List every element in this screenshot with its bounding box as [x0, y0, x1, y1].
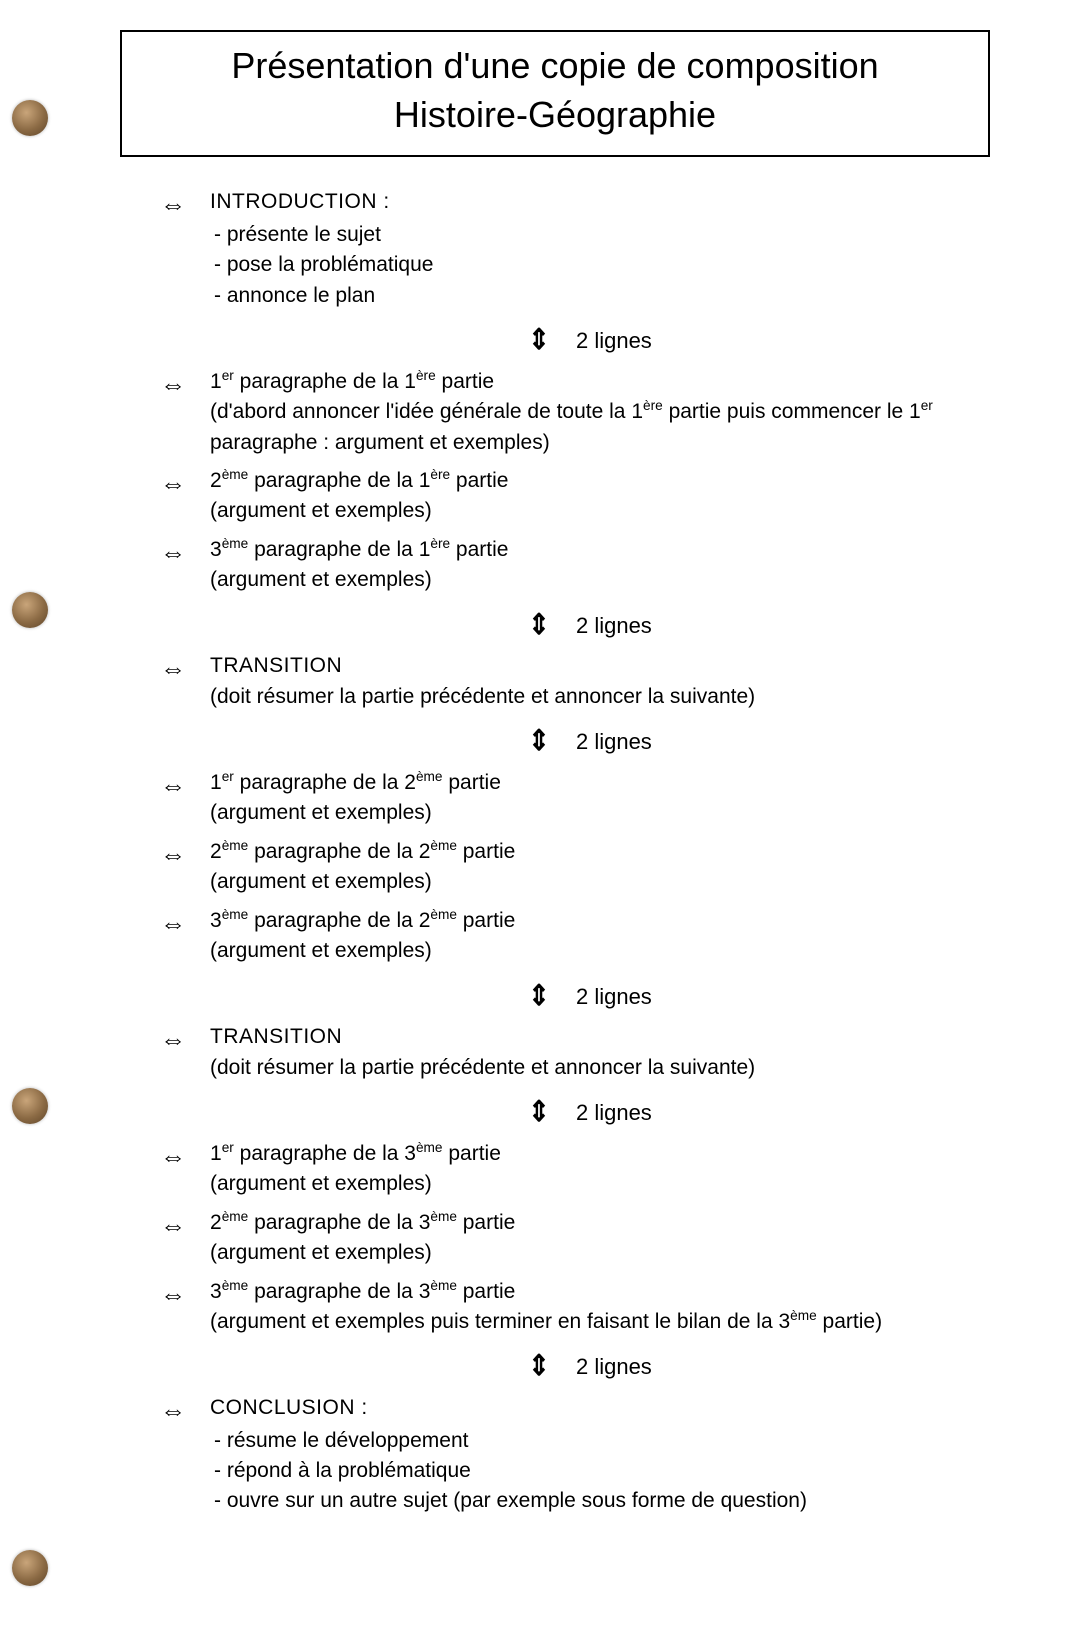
p2-para1-note: (argument et exemples) [210, 798, 1020, 828]
v-arrow-icon: ⇕ [528, 975, 550, 1016]
punch-hole-icon [12, 592, 48, 628]
transition-heading: TRANSITION [210, 1022, 1020, 1052]
p1-para1-title: 1er paragraphe de la 1ère partie [210, 367, 1020, 397]
section-body: TRANSITION (doit résumer la partie précé… [210, 1022, 1020, 1083]
title-line-2: Histoire-Géographie [134, 91, 976, 140]
punch-hole-icon [12, 100, 48, 136]
h-arrow-icon: ⇔ [160, 367, 210, 400]
p1-para2-note: (argument et exemples) [210, 496, 1020, 526]
p3-para3-note: (argument et exemples puis terminer en f… [210, 1307, 1020, 1337]
p3-para1-title: 1er paragraphe de la 3ème partie [210, 1139, 1020, 1169]
p1-para1: ⇔ 1er paragraphe de la 1ère partie (d'ab… [160, 367, 1020, 458]
section-body: CONCLUSION : résume le développement rép… [210, 1393, 1020, 1517]
p3-para2: ⇔ 2ème paragraphe de la 3ème partie (arg… [160, 1208, 1020, 1269]
h-arrow-icon: ⇔ [160, 1393, 210, 1426]
p1-para3-title: 3ème paragraphe de la 1ère partie [210, 535, 1020, 565]
spacer-row: ⇕ 2 lignes [160, 722, 1020, 760]
section-body: INTRODUCTION : présente le sujet pose la… [210, 187, 1020, 311]
p2-para3-note: (argument et exemples) [210, 936, 1020, 966]
intro-heading: INTRODUCTION : [210, 187, 1020, 217]
intro-bullets: présente le sujet pose la problématique … [210, 220, 1020, 311]
spacer-text: 2 lignes [576, 1100, 652, 1125]
section-body: 1er paragraphe de la 3ème partie (argume… [210, 1139, 1020, 1200]
intro-bullet: présente le sujet [210, 220, 1020, 250]
section-body: 2ème paragraphe de la 2ème partie (argum… [210, 837, 1020, 898]
v-arrow-icon: ⇕ [528, 319, 550, 360]
v-arrow-icon: ⇕ [528, 1091, 550, 1132]
h-arrow-icon: ⇔ [160, 466, 210, 499]
spacer-text: 2 lignes [576, 984, 652, 1009]
h-arrow-icon: ⇔ [160, 1277, 210, 1310]
conclusion-bullet: résume le développement [210, 1426, 1020, 1456]
h-arrow-icon: ⇔ [160, 768, 210, 801]
p1-para2: ⇔ 2ème paragraphe de la 1ère partie (arg… [160, 466, 1020, 527]
transition-note: (doit résumer la partie précédente et an… [210, 682, 1020, 712]
h-arrow-icon: ⇔ [160, 187, 210, 220]
p1-para1-note: (d'abord annoncer l'idée générale de tou… [210, 397, 1020, 458]
conclusion-bullets: résume le développement répond à la prob… [210, 1426, 1020, 1517]
section-transition-1: ⇔ TRANSITION (doit résumer la partie pré… [160, 651, 1020, 712]
intro-bullet: pose la problématique [210, 250, 1020, 280]
content: ⇔ INTRODUCTION : présente le sujet pose … [90, 187, 1020, 1517]
section-body: 3ème paragraphe de la 3ème partie (argum… [210, 1277, 1020, 1338]
spacer-row: ⇕ 2 lignes [160, 606, 1020, 644]
p1-para3-note: (argument et exemples) [210, 565, 1020, 595]
h-arrow-icon: ⇔ [160, 1022, 210, 1055]
section-body: 1er paragraphe de la 2ème partie (argume… [210, 768, 1020, 829]
title-box: Présentation d'une copie de composition … [120, 30, 990, 157]
spacer-text: 2 lignes [576, 729, 652, 754]
p1-para2-title: 2ème paragraphe de la 1ère partie [210, 466, 1020, 496]
page: Présentation d'une copie de composition … [0, 0, 1080, 1637]
conclusion-bullet: ouvre sur un autre sujet (par exemple so… [210, 1486, 1020, 1516]
h-arrow-icon: ⇔ [160, 837, 210, 870]
intro-bullet: annonce le plan [210, 281, 1020, 311]
section-introduction: ⇔ INTRODUCTION : présente le sujet pose … [160, 187, 1020, 311]
p3-para1-note: (argument et exemples) [210, 1169, 1020, 1199]
p2-para3-title: 3ème paragraphe de la 2ème partie [210, 906, 1020, 936]
v-arrow-icon: ⇕ [528, 1346, 550, 1387]
p2-para2-title: 2ème paragraphe de la 2ème partie [210, 837, 1020, 867]
section-body: 3ème paragraphe de la 1ère partie (argum… [210, 535, 1020, 596]
spacer-row: ⇕ 2 lignes [160, 1093, 1020, 1131]
section-body: TRANSITION (doit résumer la partie précé… [210, 651, 1020, 712]
p1-para3: ⇔ 3ème paragraphe de la 1ère partie (arg… [160, 535, 1020, 596]
v-arrow-icon: ⇕ [528, 604, 550, 645]
section-body: 2ème paragraphe de la 1ère partie (argum… [210, 466, 1020, 527]
p2-para3: ⇔ 3ème paragraphe de la 2ème partie (arg… [160, 906, 1020, 967]
h-arrow-icon: ⇔ [160, 535, 210, 568]
p3-para2-title: 2ème paragraphe de la 3ème partie [210, 1208, 1020, 1238]
punch-hole-icon [12, 1088, 48, 1124]
p2-para1-title: 1er paragraphe de la 2ème partie [210, 768, 1020, 798]
p2-para1: ⇔ 1er paragraphe de la 2ème partie (argu… [160, 768, 1020, 829]
p3-para3: ⇔ 3ème paragraphe de la 3ème partie (arg… [160, 1277, 1020, 1338]
spacer-row: ⇕ 2 lignes [160, 321, 1020, 359]
v-arrow-icon: ⇕ [528, 720, 550, 761]
spacer-text: 2 lignes [576, 328, 652, 353]
section-body: 1er paragraphe de la 1ère partie (d'abor… [210, 367, 1020, 458]
spacer-text: 2 lignes [576, 1354, 652, 1379]
punch-hole-icon [12, 1550, 48, 1586]
h-arrow-icon: ⇔ [160, 906, 210, 939]
p3-para3-title: 3ème paragraphe de la 3ème partie [210, 1277, 1020, 1307]
conclusion-bullet: répond à la problématique [210, 1456, 1020, 1486]
conclusion-heading: CONCLUSION : [210, 1393, 1020, 1423]
spacer-row: ⇕ 2 lignes [160, 977, 1020, 1015]
spacer-row: ⇕ 2 lignes [160, 1347, 1020, 1385]
p3-para2-note: (argument et exemples) [210, 1238, 1020, 1268]
section-conclusion: ⇔ CONCLUSION : résume le développement r… [160, 1393, 1020, 1517]
title-line-1: Présentation d'une copie de composition [134, 42, 976, 91]
section-transition-2: ⇔ TRANSITION (doit résumer la partie pré… [160, 1022, 1020, 1083]
transition-note: (doit résumer la partie précédente et an… [210, 1053, 1020, 1083]
spacer-text: 2 lignes [576, 613, 652, 638]
section-body: 3ème paragraphe de la 2ème partie (argum… [210, 906, 1020, 967]
transition-heading: TRANSITION [210, 651, 1020, 681]
p2-para2: ⇔ 2ème paragraphe de la 2ème partie (arg… [160, 837, 1020, 898]
h-arrow-icon: ⇔ [160, 1208, 210, 1241]
p2-para2-note: (argument et exemples) [210, 867, 1020, 897]
p3-para1: ⇔ 1er paragraphe de la 3ème partie (argu… [160, 1139, 1020, 1200]
h-arrow-icon: ⇔ [160, 651, 210, 684]
h-arrow-icon: ⇔ [160, 1139, 210, 1172]
section-body: 2ème paragraphe de la 3ème partie (argum… [210, 1208, 1020, 1269]
